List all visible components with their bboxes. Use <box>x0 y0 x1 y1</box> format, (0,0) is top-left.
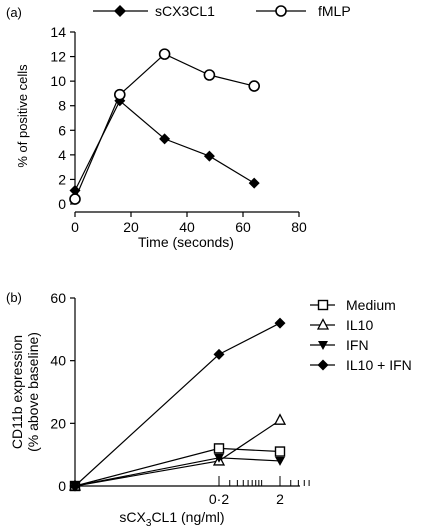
data-point-fmlp <box>69 193 81 205</box>
series-line-il10-ifn <box>74 322 281 487</box>
series-line-scx3cl1 <box>74 99 255 191</box>
series-line-ifn <box>74 457 281 487</box>
panel-b-xlabel-subscript: 3 <box>146 518 152 529</box>
panel-b-xtick-label: 0·2 <box>209 491 229 507</box>
panel-a-xtick-label: 20 <box>123 219 139 235</box>
panel-b-xlabel-rest: CL1 (ng/ml) <box>151 509 224 525</box>
panel-b-xtick-label: 2 <box>276 491 284 507</box>
panel-b-legend: Medium IL10 IFN IL10 + IFN <box>310 297 412 373</box>
panel-b-ylabel-line2: (% above baseline) <box>25 332 41 452</box>
panel-a-xlabel: Time (seconds) <box>138 234 234 250</box>
data-point-ifn <box>275 456 285 466</box>
data-point-scx3cl1 <box>203 150 215 162</box>
data-point-medium <box>274 446 286 457</box>
panel-a-xtick-label: 40 <box>179 219 195 235</box>
panel-b-ytick-label: 20 <box>50 415 66 431</box>
series-line-il10 <box>74 419 281 487</box>
panel-b-label: (b) <box>6 290 22 305</box>
panel-a-ytick-label: 14 <box>50 24 66 40</box>
panel-a-ytick-label: 6 <box>58 122 66 138</box>
panel-b-ytick-label: 0 <box>58 478 66 494</box>
legend-label-scx3cl1: sCX3CL1 <box>155 3 215 19</box>
legend-label-il10-ifn: IL10 + IFN <box>346 357 412 373</box>
legend-label-fmlp: fMLP <box>318 3 351 19</box>
data-point-fmlp <box>248 80 260 92</box>
panel-a-legend: sCX3CL1 fMLP <box>93 3 351 19</box>
panel-b-ytick-label: 40 <box>50 353 66 369</box>
data-point-ifn <box>214 453 224 463</box>
legend-marker-fmlp <box>275 5 287 17</box>
data-point-scx3cl1 <box>248 177 260 189</box>
panel-a-ytick-label: 2 <box>58 171 66 187</box>
panel-a-ytick-label: 10 <box>50 73 66 89</box>
data-point-fmlp <box>114 88 126 101</box>
panel-a-xtick-label: 60 <box>235 219 251 235</box>
panel-b: (b) CD11b expression (% above baseline) … <box>6 290 412 529</box>
panel-a-label: (a) <box>6 5 22 20</box>
panel-b-ylabel: CD11b expression <box>9 335 25 449</box>
series-line-fmlp <box>74 53 255 200</box>
legend-marker-il10 <box>316 318 330 330</box>
panel-b-ytick-label: 60 <box>50 290 66 306</box>
panel-b-xlabel-main: sCX <box>119 509 146 525</box>
legend-marker-il10-ifn <box>317 359 329 371</box>
panel-a-xtick-label: 80 <box>291 219 307 235</box>
data-point-medium <box>213 443 225 454</box>
data-point-scx3cl1 <box>159 133 171 145</box>
panel-a-ytick-label: 12 <box>50 49 66 65</box>
data-point-il10-ifn <box>69 480 81 492</box>
legend-label-il10: IL10 <box>346 317 373 333</box>
legend-label-ifn: IFN <box>346 337 369 353</box>
panel-a-ytick-label: 0 <box>58 196 66 212</box>
panel-a-ytick-label: 4 <box>58 147 66 163</box>
data-point-il10-ifn <box>213 348 225 360</box>
legend-label-medium: Medium <box>346 297 396 313</box>
legend-marker-ifn <box>318 341 328 350</box>
legend-marker-medium <box>317 299 329 311</box>
legend-marker-scx3cl1 <box>114 5 126 17</box>
data-point-fmlp <box>203 69 216 81</box>
panel-a-xtick-label: 0 <box>71 219 79 235</box>
panel-b-xlabel: sCX3CL1 (ng/ml) <box>119 509 224 529</box>
panel-a-ylabel: % of positive cells <box>15 64 30 168</box>
panel-a: (a) % of positive cells Time (seconds) s… <box>6 3 351 250</box>
panel-a-ytick-label: 8 <box>58 98 66 114</box>
data-point-il10 <box>273 413 287 425</box>
data-point-il10-ifn <box>274 317 286 329</box>
data-point-fmlp <box>158 48 171 60</box>
